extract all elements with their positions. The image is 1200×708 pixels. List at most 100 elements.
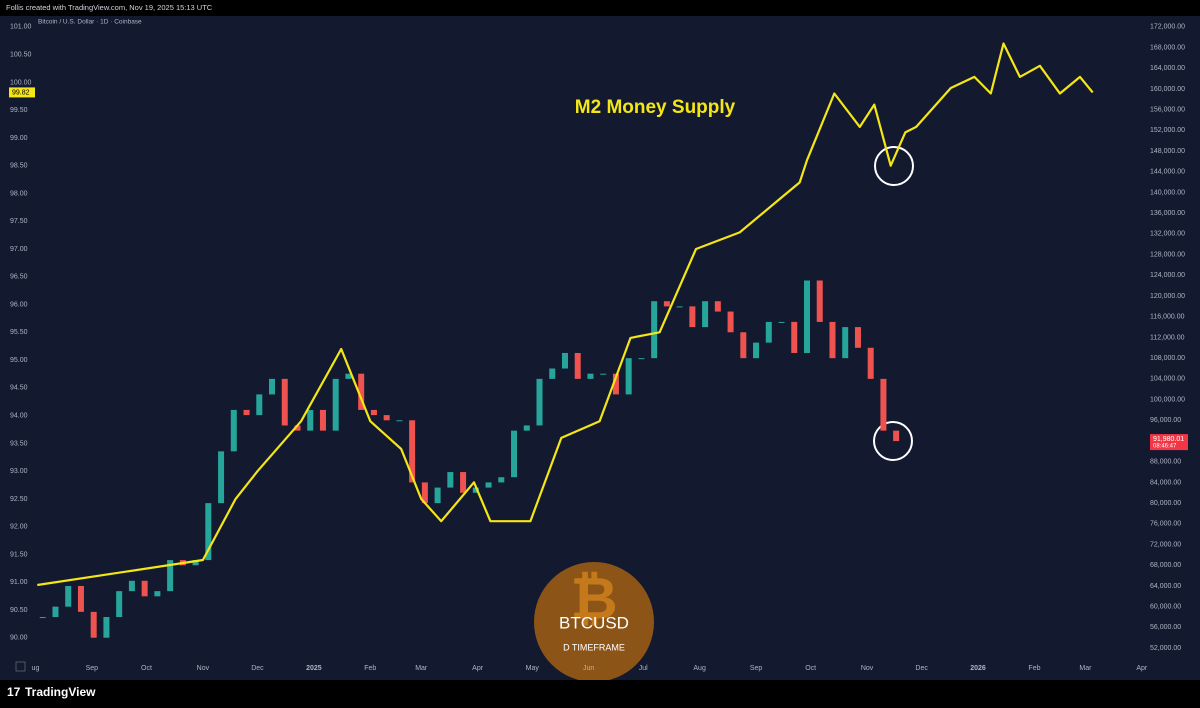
candle bbox=[358, 373, 365, 410]
candle bbox=[294, 425, 301, 431]
price-tag-label: 91,980.01 bbox=[1153, 436, 1184, 443]
y2-tick-label: 88,000.00 bbox=[1150, 459, 1181, 466]
y-tick-label: 99.50 bbox=[10, 107, 28, 114]
x-tick-label: Aug bbox=[693, 665, 706, 672]
candle bbox=[205, 503, 212, 561]
x-tick-label: Jun bbox=[583, 665, 594, 672]
candle bbox=[230, 409, 237, 452]
candle bbox=[192, 560, 199, 566]
x-tick-label: Mar bbox=[415, 665, 428, 672]
caption: Follis created with TradingView.com, Nov… bbox=[6, 3, 213, 12]
y-tick-label: 90.00 bbox=[10, 635, 28, 642]
candle bbox=[498, 477, 505, 483]
x-tick-label: Jul bbox=[639, 665, 648, 672]
x-tick-label: 2025 bbox=[306, 665, 322, 672]
candle bbox=[536, 378, 543, 426]
logo-title: BTCUSD bbox=[559, 613, 629, 632]
candle bbox=[842, 327, 849, 359]
candle bbox=[867, 347, 874, 379]
candle bbox=[561, 352, 568, 369]
y2-tick-label: 64,000.00 bbox=[1150, 583, 1181, 590]
y-tick-label: 92.50 bbox=[10, 496, 28, 503]
x-tick-label: Apr bbox=[1136, 665, 1148, 672]
m2-tag bbox=[9, 87, 35, 98]
candle bbox=[90, 611, 97, 638]
y-tick-label: 100.00 bbox=[10, 79, 32, 86]
candle bbox=[485, 482, 492, 488]
x-tick-label: Dec bbox=[915, 665, 928, 672]
candle bbox=[663, 301, 670, 307]
candle bbox=[511, 430, 518, 478]
x-tick-label: Apr bbox=[472, 665, 484, 672]
y-tick-label: 100.50 bbox=[10, 51, 32, 58]
candle bbox=[383, 415, 390, 421]
candle bbox=[714, 301, 721, 312]
highlight-circle bbox=[873, 421, 913, 461]
y2-tick-label: 172,000.00 bbox=[1150, 24, 1185, 31]
candle bbox=[727, 311, 734, 333]
logo-circle bbox=[534, 562, 654, 682]
y-tick-label: 94.00 bbox=[10, 412, 28, 419]
y-tick-label: 97.50 bbox=[10, 218, 28, 225]
price-tag bbox=[1150, 434, 1188, 451]
y2-tick-label: 156,000.00 bbox=[1150, 106, 1185, 113]
candle bbox=[600, 373, 607, 375]
candle bbox=[523, 425, 530, 431]
y-tick-label: 93.00 bbox=[10, 468, 28, 475]
candle bbox=[421, 482, 428, 504]
y2-tick-label: 144,000.00 bbox=[1150, 169, 1185, 176]
candle bbox=[651, 301, 658, 359]
brand: TradingView bbox=[25, 685, 96, 699]
x-tick-label: Nov bbox=[861, 665, 874, 672]
candle bbox=[370, 409, 377, 416]
y-tick-label: 98.50 bbox=[10, 163, 28, 170]
m2-annotation: M2 Money Supply bbox=[575, 97, 736, 118]
candle bbox=[587, 373, 594, 379]
footer bbox=[0, 680, 1200, 708]
candle bbox=[893, 430, 900, 442]
logo-subtitle: D TIMEFRAME bbox=[563, 642, 625, 652]
x-tick-label: Nov bbox=[197, 665, 210, 672]
top-bar bbox=[0, 0, 1200, 16]
candle bbox=[778, 321, 785, 323]
candle bbox=[880, 378, 887, 431]
x-tick-label: Dec bbox=[251, 665, 264, 672]
y2-tick-label: 124,000.00 bbox=[1150, 272, 1185, 279]
candle bbox=[460, 472, 467, 493]
candle bbox=[765, 321, 772, 343]
candle bbox=[243, 409, 250, 416]
m2-line bbox=[37, 42, 1094, 587]
candle bbox=[676, 306, 683, 308]
y-tick-label: 91.00 bbox=[10, 579, 28, 586]
candle bbox=[447, 472, 454, 488]
candle bbox=[256, 394, 263, 416]
y-tick-label: 97.00 bbox=[10, 246, 28, 253]
x-tick-label: ug bbox=[32, 665, 40, 672]
highlight-circle bbox=[874, 146, 914, 186]
candle bbox=[472, 487, 479, 493]
candle bbox=[65, 585, 72, 607]
candle bbox=[269, 378, 276, 395]
zoom-icon[interactable] bbox=[15, 661, 26, 672]
candle bbox=[141, 580, 148, 597]
y2-tick-label: 152,000.00 bbox=[1150, 127, 1185, 134]
y2-tick-label: 80,000.00 bbox=[1150, 500, 1181, 507]
candle bbox=[116, 591, 123, 618]
x-tick-label: Oct bbox=[141, 665, 152, 672]
candle bbox=[549, 368, 556, 379]
y2-tick-label: 84,000.00 bbox=[1150, 479, 1181, 486]
m2-tag-label: 99.82 bbox=[12, 89, 30, 96]
y-tick-label: 91.50 bbox=[10, 551, 28, 558]
candle bbox=[409, 420, 416, 483]
y-tick-label: 90.50 bbox=[10, 607, 28, 614]
y-tick-label: 96.50 bbox=[10, 274, 28, 281]
y-tick-label: 99.00 bbox=[10, 135, 28, 142]
candle bbox=[345, 373, 352, 379]
y2-tick-label: 132,000.00 bbox=[1150, 231, 1185, 238]
tv-logo: 17 bbox=[7, 685, 21, 699]
candle bbox=[218, 451, 225, 504]
plot: ug Sep Oct Nov Dec 2025 Feb Mar Apr May Jun Jul Aug S… bbox=[9, 24, 1188, 672]
y-tick-label: 95.00 bbox=[10, 357, 28, 364]
candle bbox=[854, 327, 861, 348]
logo-glyph: ₿ bbox=[570, 566, 617, 631]
